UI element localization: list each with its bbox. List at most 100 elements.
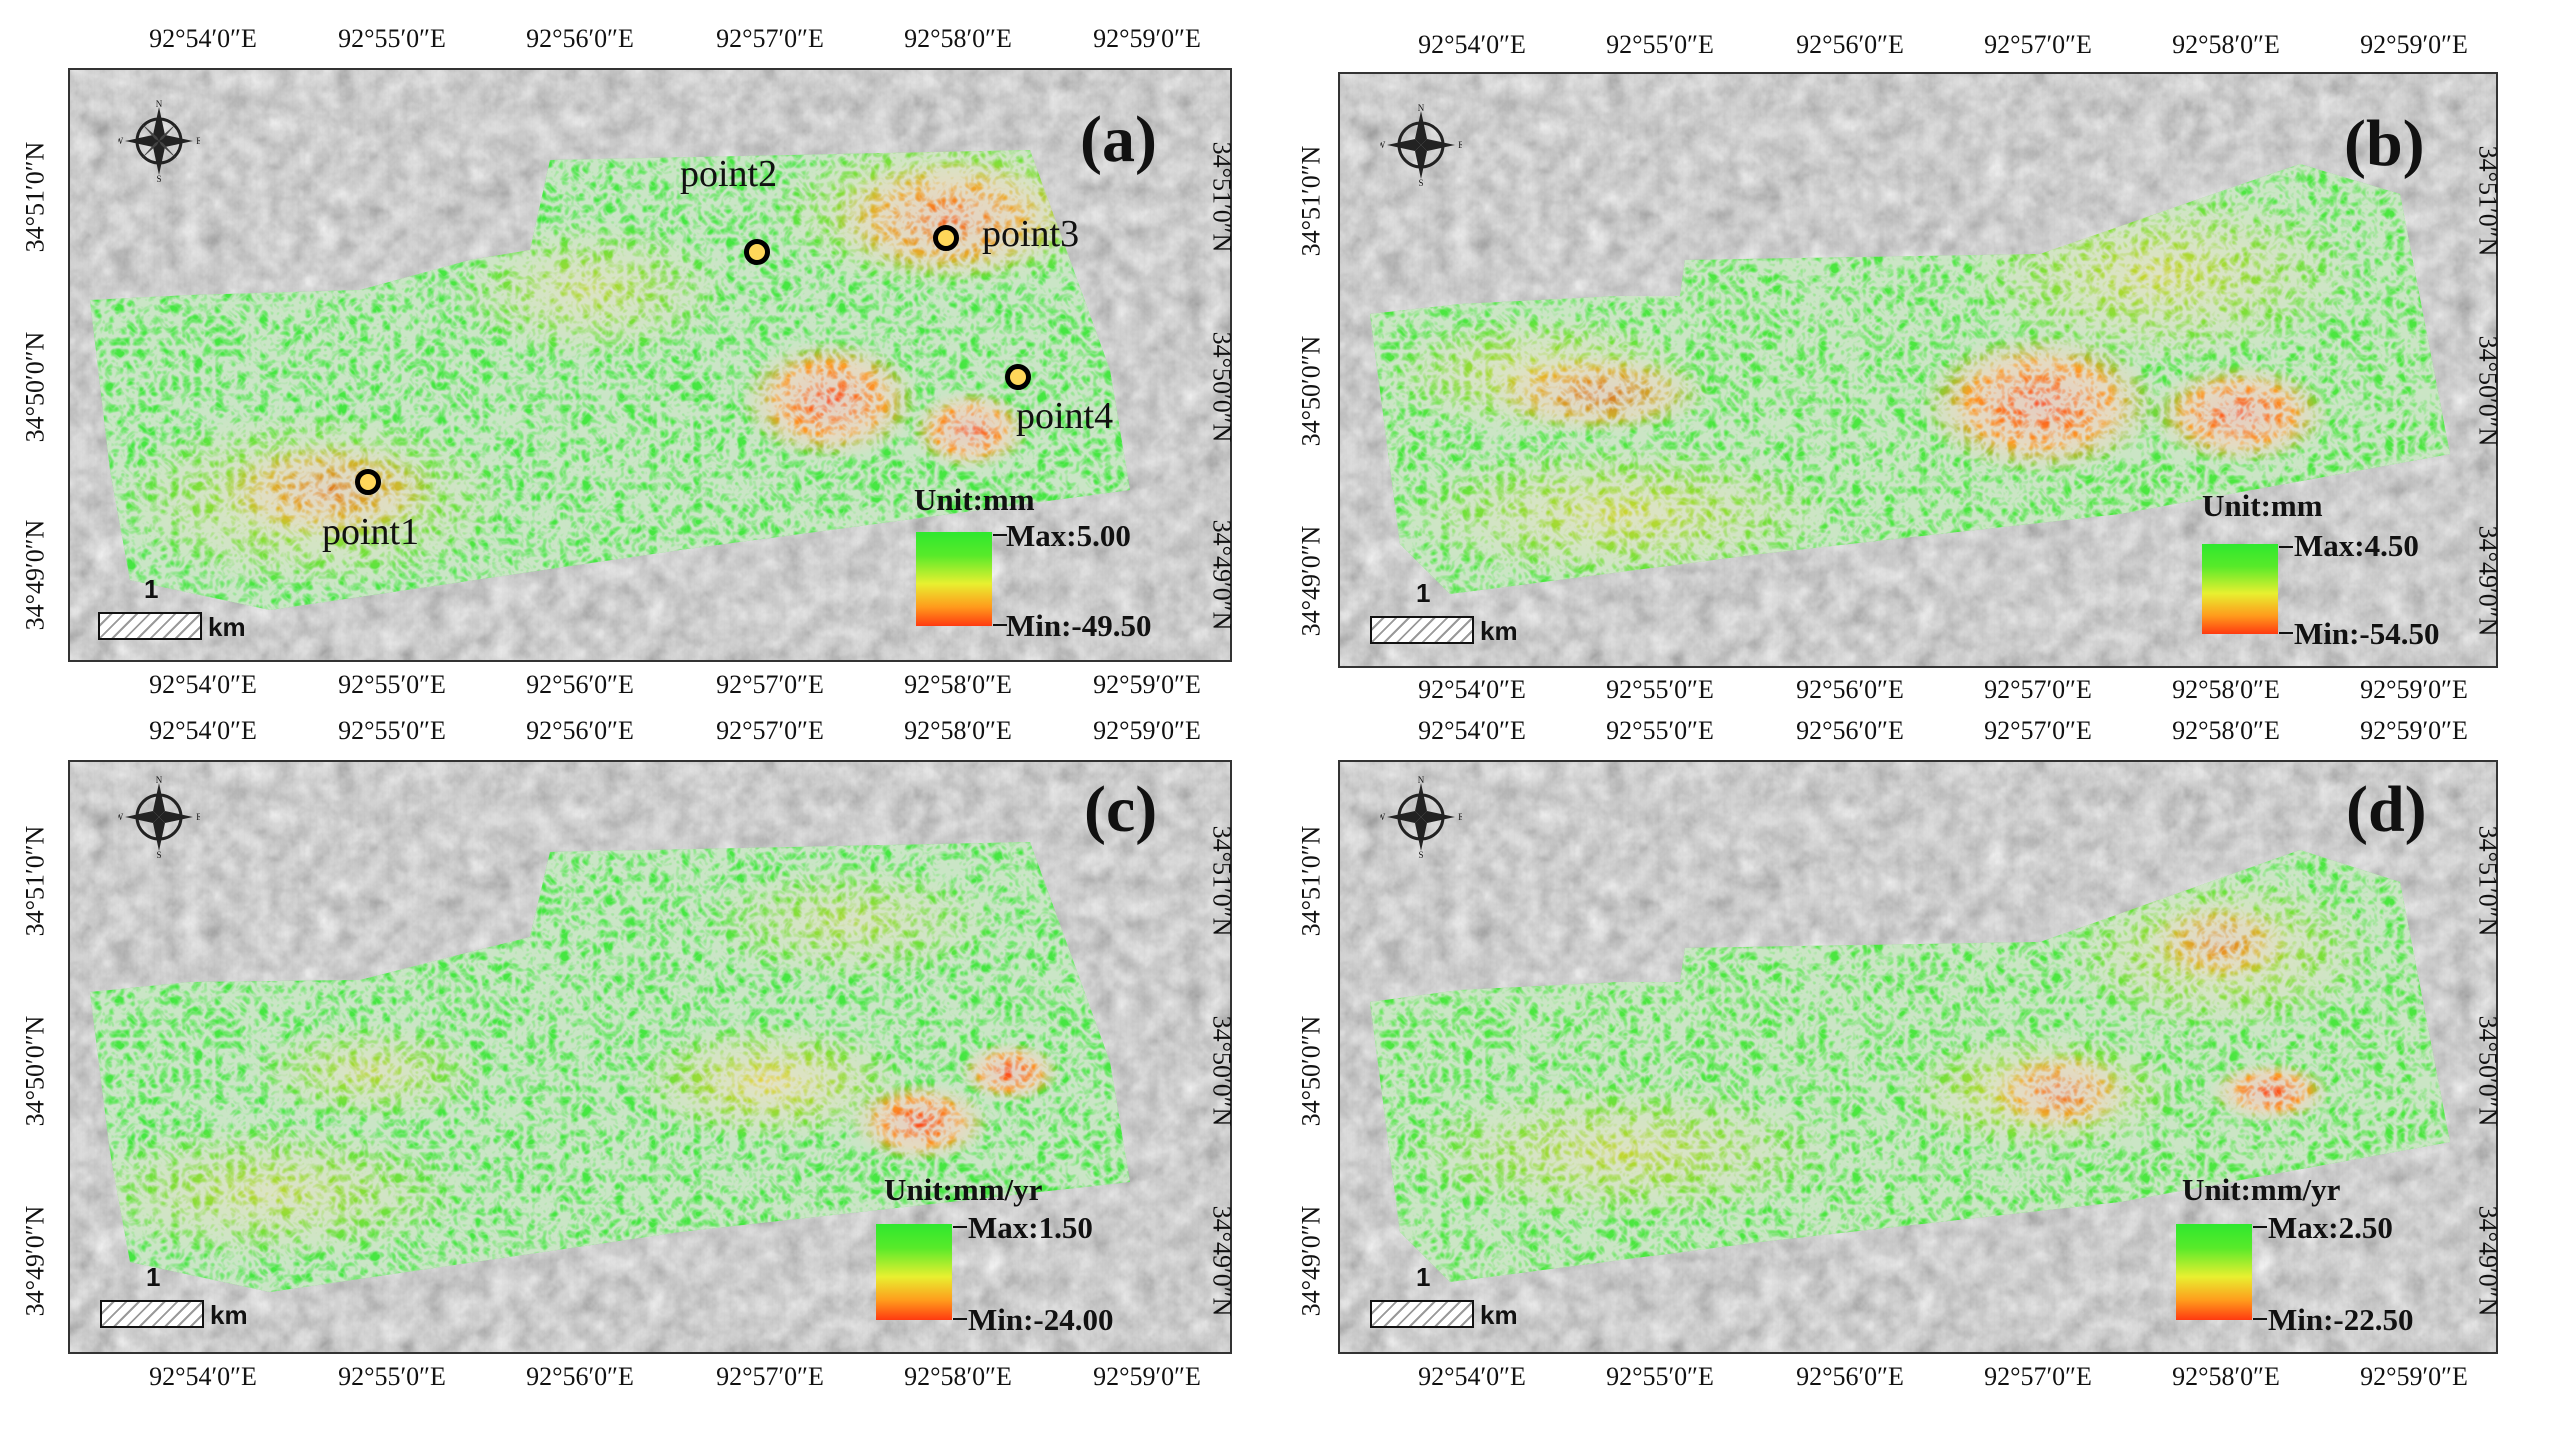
bottom-tick: 92°59′0″E xyxy=(2360,1362,2468,1391)
top-tick: 92°57′0″E xyxy=(716,716,824,745)
panel-a: 92°54′0″E 92°55′0″E 92°56′0″E 92°57′0″E … xyxy=(0,0,1280,715)
compass-n: N xyxy=(156,100,163,109)
scale-bar xyxy=(98,612,202,640)
bottom-tick: 92°58′0″E xyxy=(2172,1362,2280,1391)
scale-unit: km xyxy=(1480,1300,1518,1330)
point2-marker[interactable] xyxy=(744,239,770,265)
compass-e: E xyxy=(1458,140,1462,150)
right-tick: 34°51′0″N xyxy=(1207,141,1237,253)
legend-min: Min:-54.50 xyxy=(2294,616,2440,651)
top-tick: 92°56′0″E xyxy=(526,716,634,745)
left-tick: 34°50′0″N xyxy=(1296,335,1326,447)
scale-number: 1 xyxy=(1416,1262,1431,1292)
left-tick: 34°49′0″N xyxy=(20,519,50,631)
compass-s: S xyxy=(1418,850,1423,858)
bottom-tick: 92°55′0″E xyxy=(338,670,446,699)
scale-unit: km xyxy=(208,612,246,642)
legend-color-ramp xyxy=(2176,1224,2252,1320)
bottom-tick: 92°54′0″E xyxy=(1418,675,1526,704)
map-frame[interactable] xyxy=(68,760,1232,1354)
legend-color-ramp xyxy=(916,532,992,626)
bottom-tick: 92°56′0″E xyxy=(1796,1362,1904,1391)
legend-title: Unit:mm xyxy=(2202,488,2323,523)
top-tick: 92°54′0″E xyxy=(149,716,257,745)
compass-s: S xyxy=(156,174,161,182)
point2-label: point2 xyxy=(680,153,778,195)
bottom-tick: 92°54′0″E xyxy=(1418,1362,1526,1391)
top-tick: 92°55′0″E xyxy=(338,716,446,745)
compass-e: E xyxy=(1458,812,1462,822)
map-frame[interactable] xyxy=(68,68,1232,662)
bottom-tick: 92°59′0″E xyxy=(1093,670,1201,699)
top-tick: 92°59′0″E xyxy=(2360,30,2468,59)
point4-marker[interactable] xyxy=(1005,364,1031,390)
compass-n: N xyxy=(1418,776,1425,785)
scale-number: 1 xyxy=(1416,578,1431,608)
compass-w: W xyxy=(118,136,124,146)
scale-bar xyxy=(1370,616,1474,644)
compass-rose-icon: N S W E xyxy=(1377,103,1465,191)
legend-min: Min:-22.50 xyxy=(2268,1302,2414,1337)
right-tick: 34°50′0″N xyxy=(2473,335,2503,447)
scale-bar xyxy=(100,1300,204,1328)
compass-rose-icon: N S W E xyxy=(115,775,203,863)
left-tick: 34°50′0″N xyxy=(20,1015,50,1127)
scale-number: 1 xyxy=(144,574,159,604)
bottom-tick: 92°57′0″E xyxy=(1984,675,2092,704)
deformation-map xyxy=(70,70,1230,660)
bottom-tick: 92°54′0″E xyxy=(149,670,257,699)
compass-w: W xyxy=(1380,812,1386,822)
top-tick: 92°58′0″E xyxy=(904,716,1012,745)
left-tick: 34°51′0″N xyxy=(1296,825,1326,937)
legend-color-ramp xyxy=(876,1224,952,1320)
compass-n: N xyxy=(156,776,163,785)
bottom-tick: 92°55′0″E xyxy=(1606,1362,1714,1391)
right-tick: 34°51′0″N xyxy=(2473,825,2503,937)
compass-e: E xyxy=(196,136,200,146)
panel-d: 92°54′0″E 92°55′0″E 92°56′0″E 92°57′0″E … xyxy=(1282,716,2563,1431)
scale-unit: km xyxy=(1480,616,1518,646)
top-tick: 92°59′0″E xyxy=(1093,24,1201,53)
bottom-tick: 92°55′0″E xyxy=(1606,675,1714,704)
legend-title: Unit:mm/yr xyxy=(884,1172,1043,1207)
panel-label: (d) xyxy=(2346,773,2427,846)
compass-s: S xyxy=(1418,178,1423,186)
top-tick: 92°54′0″E xyxy=(1418,716,1526,745)
compass-w: W xyxy=(1380,140,1386,150)
right-tick: 34°49′0″N xyxy=(1207,1205,1237,1317)
legend-color-ramp xyxy=(2202,544,2278,634)
deformation-map xyxy=(1340,74,2496,666)
top-tick: 92°58′0″E xyxy=(2172,30,2280,59)
panel-c: 92°54′0″E 92°55′0″E 92°56′0″E 92°57′0″E … xyxy=(0,716,1280,1431)
bottom-tick: 92°56′0″E xyxy=(526,1362,634,1391)
left-tick: 34°49′0″N xyxy=(20,1205,50,1317)
top-tick: 92°57′0″E xyxy=(1984,716,2092,745)
legend-max: Max:5.00 xyxy=(1006,518,1131,553)
bottom-tick: 92°57′0″E xyxy=(716,1362,824,1391)
legend-max: Max:4.50 xyxy=(2294,528,2419,563)
top-tick: 92°59′0″E xyxy=(1093,716,1201,745)
top-tick: 92°59′0″E xyxy=(2360,716,2468,745)
right-tick: 34°49′0″N xyxy=(2473,1205,2503,1317)
legend-title: Unit:mm/yr xyxy=(2182,1172,2341,1207)
map-frame[interactable] xyxy=(1338,760,2498,1354)
top-tick: 92°58′0″E xyxy=(2172,716,2280,745)
top-tick: 92°56′0″E xyxy=(1796,30,1904,59)
compass-rose-icon: N S W E xyxy=(1377,775,1465,863)
right-tick: 34°49′0″N xyxy=(2473,525,2503,637)
bottom-tick: 92°56′0″E xyxy=(1796,675,1904,704)
legend-max: Max:1.50 xyxy=(968,1210,1093,1245)
point1-marker[interactable] xyxy=(355,469,381,495)
deformation-map xyxy=(1340,762,2496,1352)
scale-number: 1 xyxy=(146,1262,161,1292)
legend-title: Unit:mm xyxy=(914,482,1035,517)
right-tick: 34°50′0″N xyxy=(2473,1015,2503,1127)
point3-marker[interactable] xyxy=(933,225,959,251)
map-frame[interactable] xyxy=(1338,72,2498,668)
top-tick: 92°58′0″E xyxy=(904,24,1012,53)
panel-label: (b) xyxy=(2344,107,2425,180)
left-tick: 34°51′0″N xyxy=(20,825,50,937)
top-tick: 92°54′0″E xyxy=(149,24,257,53)
bottom-tick: 92°58′0″E xyxy=(904,670,1012,699)
point1-label: point1 xyxy=(322,511,420,553)
